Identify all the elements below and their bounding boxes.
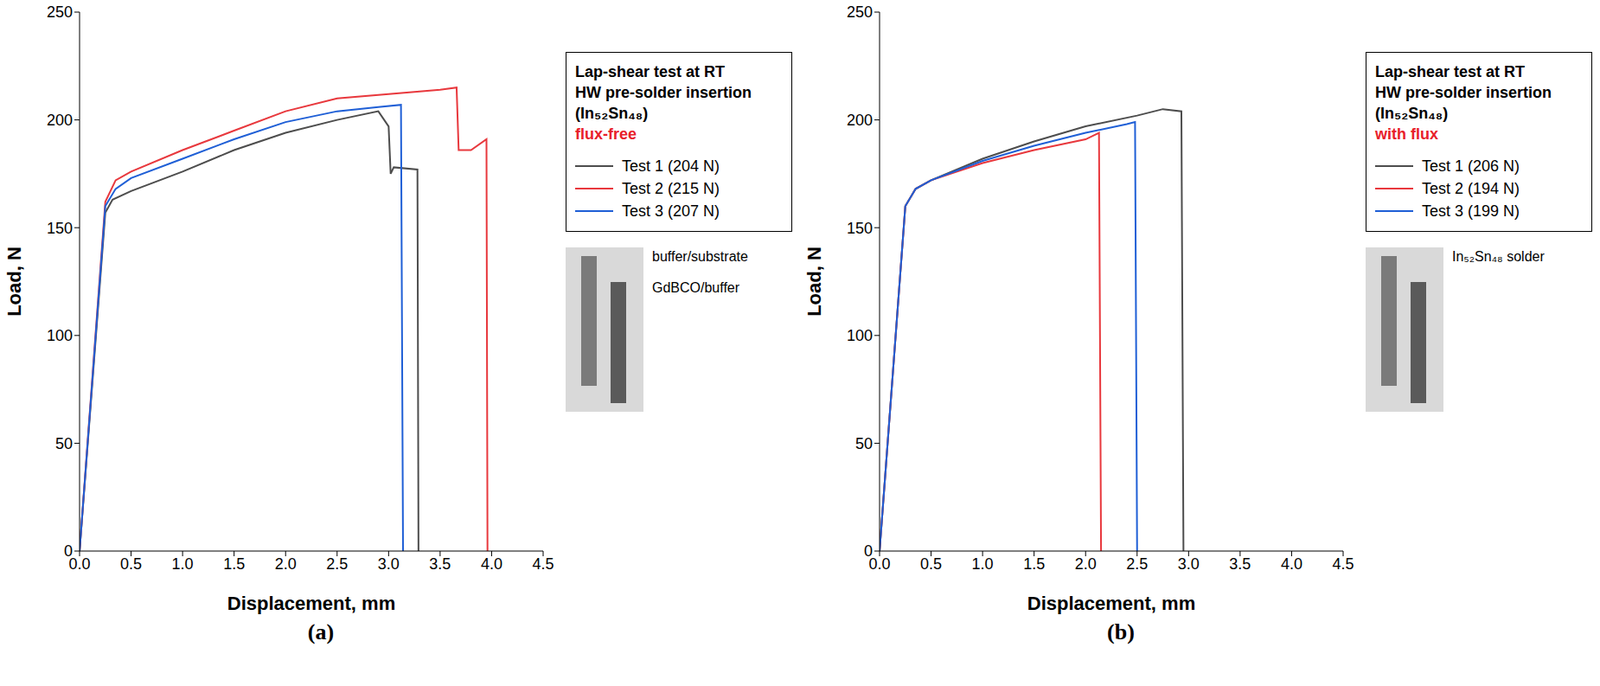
svg-text:Displacement, mm: Displacement, mm xyxy=(1027,592,1196,615)
svg-text:3.0: 3.0 xyxy=(377,555,400,573)
svg-text:0.0: 0.0 xyxy=(68,555,91,573)
svg-text:100: 100 xyxy=(846,326,873,345)
svg-text:0.5: 0.5 xyxy=(920,555,942,573)
html-text:In₅₂Sn₄₈ solder: In₅₂Sn₄₈ solder xyxy=(1452,249,1545,264)
svg-text:1.0: 1.0 xyxy=(172,555,194,573)
html-text:with flux: with flux xyxy=(1375,125,1439,143)
svg-text:2.5: 2.5 xyxy=(326,555,348,573)
html-text:buffer/substrate: buffer/substrate xyxy=(652,249,749,264)
svg-text:3.5: 3.5 xyxy=(428,555,451,573)
svg-text:2.5: 2.5 xyxy=(1126,555,1148,573)
svg-text:50: 50 xyxy=(55,435,73,453)
svg-text:250: 250 xyxy=(846,3,873,21)
html-text:Test 3 (207 N): Test 3 (207 N) xyxy=(621,202,720,220)
svg-text:0.5: 0.5 xyxy=(120,555,142,573)
svg-text:0: 0 xyxy=(64,542,73,560)
html-text:GdBCO/buffer: GdBCO/buffer xyxy=(652,280,740,295)
svg-text:150: 150 xyxy=(846,219,873,237)
html-text:Test 3 (199 N): Test 3 (199 N) xyxy=(1421,202,1520,220)
html-text:Lap-shear test at RT: Lap-shear test at RT xyxy=(1375,63,1525,81)
svg-text:100: 100 xyxy=(46,326,73,345)
svg-text:0: 0 xyxy=(864,542,873,560)
svg-text:1.0: 1.0 xyxy=(972,555,994,573)
svg-text:4.0: 4.0 xyxy=(480,555,503,573)
html-text:(b): (b) xyxy=(1107,619,1135,645)
svg-text:Load, N: Load, N xyxy=(803,246,826,317)
svg-text:2.0: 2.0 xyxy=(275,555,297,573)
svg-text:3.0: 3.0 xyxy=(1177,555,1200,573)
html-text:HW pre-solder insertion (In₅₂S: HW pre-solder insertion (In₅₂Sn₄₈) xyxy=(575,83,752,122)
svg-text:1.5: 1.5 xyxy=(1023,555,1045,573)
svg-text:4.5: 4.5 xyxy=(1331,555,1354,573)
html-text:Test 1 (204 N): Test 1 (204 N) xyxy=(621,157,720,175)
svg-text:Load, N: Load, N xyxy=(3,246,26,317)
svg-text:0.0: 0.0 xyxy=(868,555,891,573)
html-text:Lap-shear test at RT: Lap-shear test at RT xyxy=(575,63,725,81)
html-text:(a): (a) xyxy=(307,619,335,645)
html-text:HW pre-solder insertion (In₅₂S: HW pre-solder insertion (In₅₂Sn₄₈) xyxy=(1375,83,1552,122)
svg-text:1.5: 1.5 xyxy=(223,555,245,573)
html-text:Test 2 (215 N): Test 2 (215 N) xyxy=(621,179,720,198)
svg-text:2.0: 2.0 xyxy=(1075,555,1097,573)
svg-text:200: 200 xyxy=(46,111,73,129)
html-text:Test 2 (194 N): Test 2 (194 N) xyxy=(1421,179,1520,198)
svg-text:150: 150 xyxy=(46,219,73,237)
svg-text:3.5: 3.5 xyxy=(1228,555,1251,573)
svg-text:Displacement, mm: Displacement, mm xyxy=(227,592,396,615)
html-text:Test 1 (206 N): Test 1 (206 N) xyxy=(1421,157,1520,175)
svg-text:4.5: 4.5 xyxy=(531,555,554,573)
svg-text:250: 250 xyxy=(46,3,73,21)
html-text:flux-free: flux-free xyxy=(575,125,637,143)
svg-text:50: 50 xyxy=(855,435,873,453)
svg-text:200: 200 xyxy=(846,111,873,129)
svg-text:4.0: 4.0 xyxy=(1280,555,1303,573)
